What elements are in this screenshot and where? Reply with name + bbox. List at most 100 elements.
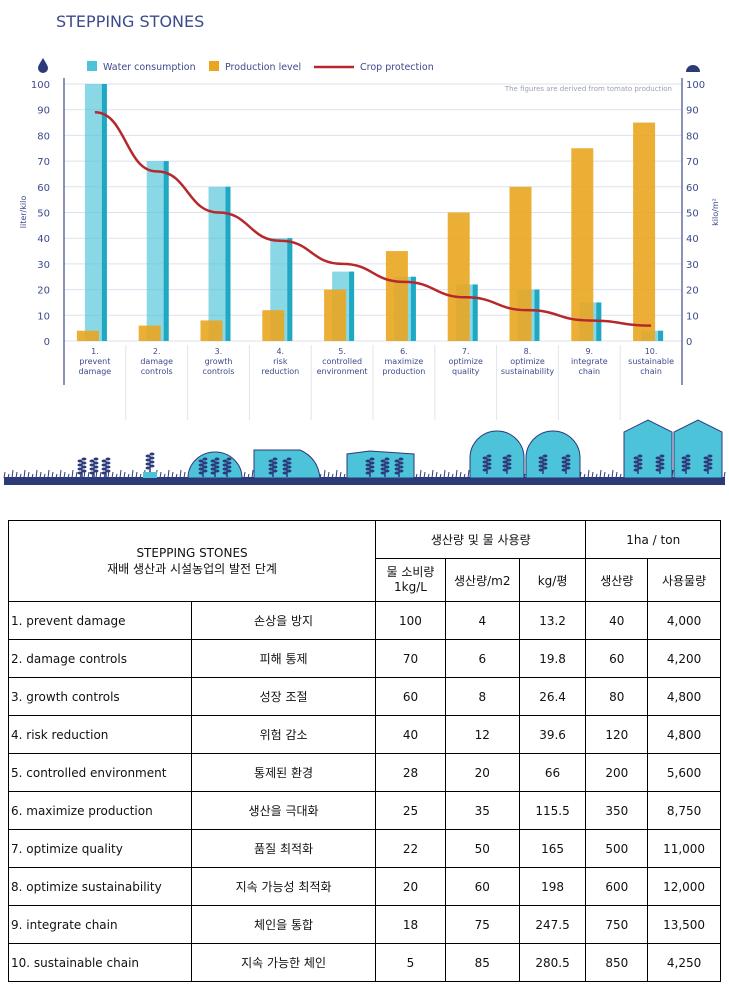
grass-blade <box>71 469 74 479</box>
table-cell-kg-pyeong: 66 <box>518 753 587 792</box>
plant-icon <box>268 457 278 477</box>
table-cell-usage: 4,800 <box>647 715 721 754</box>
table-row: 6. maximize production 생산을 극대화 25 35 115.5 35… <box>7 791 721 830</box>
grass-blade <box>443 469 446 479</box>
grass-blade <box>455 469 458 479</box>
x-tick-label: growth <box>205 357 233 366</box>
grass-blade <box>423 471 426 479</box>
grass-blade <box>31 473 34 479</box>
x-tick-label: 5. <box>338 347 346 356</box>
grass-blade <box>463 473 466 479</box>
table-cell-en: 3. growth controls <box>7 677 193 716</box>
table-cell-usage: 4,800 <box>647 677 721 716</box>
y-tick-left: 60 <box>37 183 50 194</box>
table-cell-kg-pyeong: 19.8 <box>518 639 587 678</box>
plant-icon <box>655 454 665 474</box>
x-tick-label: damage <box>79 367 112 376</box>
x-tick-label: chain <box>640 367 662 376</box>
table-cell-en: 10. sustainable chain <box>7 943 193 982</box>
table-cell-ko: 통제된 환경 <box>191 753 377 792</box>
grass-blade <box>63 471 66 479</box>
table-cell-en: 2. damage controls <box>7 639 193 678</box>
col-header-kg-pyeong: kg/평 <box>518 558 587 602</box>
grass-blade <box>467 469 470 479</box>
plant-icon <box>365 457 375 477</box>
grass-blade <box>603 471 606 479</box>
table-cell-en: 1. prevent damage <box>7 601 193 640</box>
y-tick-right: 70 <box>686 157 699 168</box>
y-tick-right: 80 <box>686 131 699 142</box>
table-cell-yield-m2: 50 <box>444 829 520 868</box>
table-row: 3. growth controls 성장 조절 60 8 26.4 80 4,800 <box>7 677 721 716</box>
stepping-stones-chart: STEPPING STONES 0 0 10 10 20 20 30 30 40 40 50 50 60 6… <box>3 12 726 485</box>
grass-blade <box>323 469 326 479</box>
plant-icon <box>561 454 571 474</box>
table-cell-en: 5. controlled environment <box>7 753 193 792</box>
grass-blade <box>175 473 178 479</box>
grass-blade <box>591 471 594 479</box>
line-crop-protection <box>94 111 652 327</box>
grass-blade <box>587 469 590 479</box>
plant-icon <box>282 457 292 477</box>
grass-blade <box>51 471 54 479</box>
bar-production <box>385 251 408 341</box>
grass-blade <box>251 469 254 479</box>
table-body: 1. prevent damage 손상을 방지 100 4 13.2 40 4,000 2.… <box>7 601 721 982</box>
greenhouse-glass-icon <box>623 419 673 479</box>
bar-water-edge <box>410 276 416 341</box>
y-tick-right: 10 <box>686 311 699 322</box>
grass-blade <box>171 471 174 479</box>
plant-icon <box>210 457 220 477</box>
x-tick-label: 4. <box>276 347 284 356</box>
grass-blade <box>103 473 106 479</box>
grass-blade <box>139 473 142 479</box>
table-cell-kg-pyeong: 280.5 <box>518 943 587 982</box>
grass-blade <box>23 469 26 479</box>
col-header-yield: 생산량 <box>585 558 649 602</box>
table-cell-kg-pyeong: 247.5 <box>518 905 587 944</box>
bar-production <box>509 186 532 341</box>
table-cell-yield-m2: 8 <box>444 677 520 716</box>
table-cell-water: 40 <box>375 715 446 754</box>
x-tick-label: 8. <box>524 347 532 356</box>
grass-blade <box>59 469 62 479</box>
x-tick-label: controls <box>203 367 235 376</box>
grass-blade <box>15 471 18 479</box>
grass-blade <box>243 471 246 479</box>
greenhouse-dome-icon-2 <box>525 430 581 479</box>
greenhouse-icon <box>346 450 415 479</box>
table-cell-yield-ton: 200 <box>585 753 649 792</box>
grass-blade <box>459 471 462 479</box>
table-cell-yield-ton: 600 <box>585 867 649 906</box>
table-cell-water: 25 <box>375 791 446 830</box>
grass-blade <box>123 471 126 479</box>
grass-blade <box>615 471 618 479</box>
grass-blade <box>595 473 598 479</box>
grass-blade <box>115 473 118 479</box>
grass-blade <box>135 471 138 479</box>
col-header-water-unit: 1kg/L <box>394 580 427 594</box>
y-tick-left: 10 <box>37 311 50 322</box>
y-tick-right: 20 <box>686 286 699 297</box>
grass-blade <box>79 473 82 479</box>
ground-strip <box>4 477 725 485</box>
grass-blade <box>599 469 602 479</box>
table-cell-en: 4. risk reduction <box>7 715 193 754</box>
x-tick-label: 3. <box>215 347 223 356</box>
bar-production <box>76 330 99 341</box>
table-cell-yield-m2: 85 <box>444 943 520 982</box>
table-cell-water: 28 <box>375 753 446 792</box>
table-cell-yield-m2: 12 <box>444 715 520 754</box>
x-tick-label: production <box>382 367 425 376</box>
table-cell-water: 70 <box>375 639 446 678</box>
legend-swatch-production <box>209 61 219 71</box>
stepping-stones-table: STEPPING STONES 재배 생산과 시설농업의 발전 단계 생산량 및… <box>7 520 721 982</box>
x-tick-label: 9. <box>585 347 593 356</box>
y-tick-right: 50 <box>686 209 699 220</box>
x-tick-label: controls <box>141 367 173 376</box>
x-tick-label: quality <box>452 367 480 376</box>
grass-blade <box>183 471 186 479</box>
x-tick-label: maximize <box>385 357 424 366</box>
y-tick-left: 0 <box>44 337 50 348</box>
bar-production <box>633 122 656 341</box>
